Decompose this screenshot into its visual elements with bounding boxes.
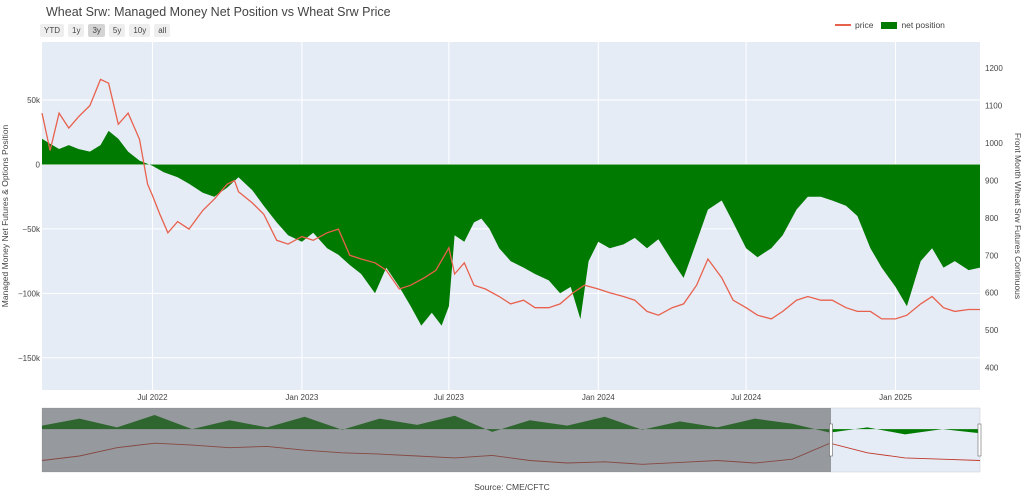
y2-tick-label: 700 [985,251,999,260]
x-tick-label: Jul 2022 [137,393,168,402]
range-button-ytd[interactable]: YTD [40,24,64,37]
y-tick-label: −100k [18,289,41,298]
range-handle-right[interactable] [977,423,982,457]
legend-swatch-price [835,24,851,26]
x-tick-label: Jan 2023 [285,393,318,402]
legend-label-net-position: net position [901,20,945,30]
range-button-1y[interactable]: 1y [68,24,85,37]
y2-tick-label: 600 [985,289,999,298]
chart-title: Wheat Srw: Managed Money Net Position vs… [46,5,391,19]
x-tick-label: Jul 2024 [731,393,762,402]
y2-tick-label: 1200 [985,64,1003,73]
y-tick-label: 50k [27,96,41,105]
legend: price net position [835,20,945,30]
range-handle-left[interactable] [829,423,833,457]
net-position-area[interactable] [42,130,980,326]
y2-tick-label: 500 [985,326,999,335]
range-button-5y[interactable]: 5y [108,24,126,37]
y2-tick-label: 900 [985,176,999,185]
y2-axis-title: Front Month Wheat Srw Futures Continuous [1013,133,1023,299]
legend-item-price[interactable]: price [835,20,873,30]
y2-tick-label: 1100 [985,102,1003,111]
y-tick-label: 0 [36,160,41,169]
y2-tick-label: 800 [985,214,999,223]
range-button-10y[interactable]: 10y [129,24,151,37]
legend-label-price: price [855,20,874,30]
range-button-all[interactable]: all [154,24,171,37]
y2-tick-label: 400 [985,364,999,373]
legend-item-net-position[interactable]: net position [881,20,945,30]
range-selector: YTD 1y 3y 5y 10y all [40,24,171,37]
y2-tick-label: 1000 [985,139,1003,148]
x-tick-label: Jul 2023 [434,393,465,402]
price-line[interactable] [41,78,980,320]
range-button-3y[interactable]: 3y [88,24,105,37]
source-note: Source: CME/CFTC [474,482,550,492]
navigator-unselected-shade [42,408,831,472]
x-tick-label: Jan 2025 [879,393,912,402]
y-tick-label: −150k [18,354,41,363]
y-axis-title: Managed Money Net Futures & Options Posi… [0,125,10,308]
y-tick-label: −50k [22,225,41,234]
x-tick-label: Jan 2024 [582,393,615,402]
legend-swatch-net-position [881,21,898,29]
